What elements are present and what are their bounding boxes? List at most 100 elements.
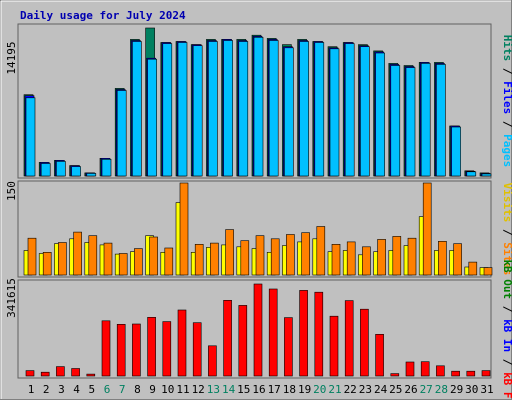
day-label-5: 5 bbox=[88, 383, 95, 396]
day-label-22: 22 bbox=[344, 383, 357, 396]
visits-panel-sites-bar-day-4 bbox=[73, 231, 82, 276]
visits-panel-sites-bar-day-19 bbox=[301, 232, 310, 276]
hits-panel-pages-bar-day-23 bbox=[360, 46, 370, 177]
kbytes-panel-kb-f-bar-day-3 bbox=[56, 366, 65, 377]
kbytes-panel-kb-f-bar-day-21 bbox=[329, 315, 339, 377]
kbytes-panel-kb-f-bar-day-31 bbox=[481, 370, 491, 377]
day-label-3: 3 bbox=[58, 383, 65, 396]
kbytes-panel-kb-f-bar-day-4 bbox=[71, 368, 80, 377]
day-label-30: 30 bbox=[465, 383, 478, 396]
hits-ymax-label: 14195 bbox=[5, 41, 18, 74]
day-label-20: 20 bbox=[313, 383, 326, 396]
visits-panel-sites-bar-day-10 bbox=[164, 247, 174, 276]
day-label-9: 9 bbox=[149, 383, 156, 396]
visits-panel-sites-bar-day-2 bbox=[42, 252, 52, 276]
visits-panel-sites-bar-day-7 bbox=[118, 253, 128, 276]
hits-panel-pages-bar-day-2 bbox=[40, 163, 51, 177]
day-label-17: 17 bbox=[268, 383, 281, 396]
hits-panel-pages-bar-day-27 bbox=[420, 63, 431, 177]
visits-panel-sites-bar-day-15 bbox=[240, 240, 250, 276]
hits-panel-pages-bar-day-9 bbox=[147, 58, 157, 177]
kbytes-panel-kb-f-bar-day-13 bbox=[208, 345, 217, 377]
day-label-6: 6 bbox=[104, 383, 111, 396]
day-label-8: 8 bbox=[134, 383, 141, 396]
kbytes-panel-kb-f-bar-day-25 bbox=[390, 373, 400, 377]
kbytes-panel-kb-f-bar-day-20 bbox=[314, 291, 324, 377]
kbytes-bars bbox=[25, 283, 491, 377]
visits-bars bbox=[23, 182, 493, 276]
visits-panel-sites-bar-day-17 bbox=[270, 238, 280, 276]
kbytes-panel-kb-f-bar-day-9 bbox=[147, 316, 156, 377]
kbytes-panel-kb-f-bar-day-11 bbox=[177, 309, 187, 377]
legend-kb-out: kB Out bbox=[501, 259, 512, 299]
hits-panel-pages-bar-day-13 bbox=[208, 41, 218, 177]
hits-panel-pages-bar-day-15 bbox=[238, 41, 249, 177]
day-label-12: 12 bbox=[192, 383, 205, 396]
legend-top: Hits / Files / Pages bbox=[501, 35, 512, 168]
visits-panel-sites-bar-day-23 bbox=[362, 246, 371, 276]
visits-panel-sites-bar-day-3 bbox=[58, 242, 67, 276]
hits-panel-pages-bar-day-18 bbox=[284, 47, 294, 177]
chart-title: Daily usage for July 2024 bbox=[20, 9, 186, 22]
visits-panel-sites-bar-day-18 bbox=[286, 234, 295, 276]
kbytes-panel-kb-f-bar-day-19 bbox=[299, 290, 308, 377]
visits-panel-sites-bar-day-26 bbox=[407, 237, 417, 276]
legend-visits: Visits bbox=[501, 183, 512, 223]
day-label-31: 31 bbox=[480, 383, 493, 396]
kbytes-panel-kb-f-bar-day-8 bbox=[132, 323, 141, 377]
kbytes-panel-kb-f-bar-day-22 bbox=[344, 300, 354, 377]
visits-panel-sites-bar-day-28 bbox=[438, 241, 447, 276]
visits-panel-sites-bar-day-29 bbox=[453, 243, 462, 276]
visits-panel-sites-bar-day-5 bbox=[88, 235, 98, 276]
day-label-21: 21 bbox=[328, 383, 341, 396]
kbytes-panel-kb-f-bar-day-18 bbox=[284, 317, 293, 377]
visits-panel-sites-bar-day-27 bbox=[422, 182, 432, 276]
hits-panel-pages-bar-day-19 bbox=[299, 41, 309, 177]
day-label-1: 1 bbox=[28, 383, 35, 396]
visits-panel-sites-bar-day-22 bbox=[346, 241, 356, 276]
hits-panel-pages-bar-day-31 bbox=[481, 173, 492, 177]
day-label-28: 28 bbox=[435, 383, 448, 396]
visits-panel-sites-bar-day-20 bbox=[316, 226, 326, 276]
hits-panel-pages-bar-day-16 bbox=[253, 36, 264, 177]
day-label-26: 26 bbox=[404, 383, 417, 396]
kbytes-panel-kb-f-bar-day-26 bbox=[405, 361, 415, 377]
day-label-19: 19 bbox=[298, 383, 311, 396]
day-label-16: 16 bbox=[252, 383, 265, 396]
kbytes-panel-kb-f-bar-day-14 bbox=[223, 299, 232, 377]
kbytes-panel-kb-f-bar-day-30 bbox=[466, 370, 476, 377]
day-label-13: 13 bbox=[207, 383, 220, 396]
day-label-25: 25 bbox=[389, 383, 402, 396]
kbytes-ymax-label: 341615 bbox=[5, 278, 18, 318]
hits-panel-pages-bar-day-14 bbox=[223, 40, 233, 177]
visits-panel-sites-bar-day-12 bbox=[194, 244, 204, 276]
legend-middle: Visits / Sites bbox=[501, 183, 512, 276]
legend-files: Files bbox=[501, 81, 512, 114]
visits-panel-sites-bar-day-6 bbox=[103, 242, 113, 276]
kbytes-panel-kb-f-bar-day-12 bbox=[192, 322, 202, 377]
visits-panel-sites-bar-day-1 bbox=[27, 237, 37, 276]
hits-bars bbox=[23, 27, 492, 177]
hits-panel-pages-bar-day-12 bbox=[192, 45, 203, 177]
kbytes-panel-kb-f-bar-day-24 bbox=[375, 333, 384, 377]
hits-panel-pages-bar-day-30 bbox=[466, 171, 477, 177]
visits-ymax-label: 150 bbox=[5, 181, 18, 201]
hits-panel-pages-bar-day-22 bbox=[344, 43, 355, 177]
kbytes-panel-kb-f-bar-day-29 bbox=[451, 370, 460, 377]
visits-panel-sites-bar-day-16 bbox=[255, 235, 265, 276]
hits-panel-pages-bar-day-11 bbox=[177, 42, 188, 177]
hits-panel-pages-bar-day-17 bbox=[268, 40, 279, 177]
hits-panel-pages-bar-day-20 bbox=[314, 42, 325, 177]
day-label-24: 24 bbox=[374, 383, 388, 396]
hits-panel-pages-bar-day-3 bbox=[56, 161, 66, 177]
hits-panel-pages-bar-day-6 bbox=[101, 159, 112, 177]
visits-panel-sites-bar-day-13 bbox=[210, 242, 219, 276]
day-label-29: 29 bbox=[450, 383, 463, 396]
visits-panel-sites-bar-day-31 bbox=[483, 267, 493, 276]
visits-panel-sites-bar-day-11 bbox=[179, 182, 189, 276]
day-label-14: 14 bbox=[222, 383, 236, 396]
visits-panel-sites-bar-day-8 bbox=[134, 248, 143, 276]
day-label-27: 27 bbox=[420, 383, 433, 396]
day-label-11: 11 bbox=[176, 383, 189, 396]
hits-panel-pages-bar-day-8 bbox=[132, 41, 142, 177]
